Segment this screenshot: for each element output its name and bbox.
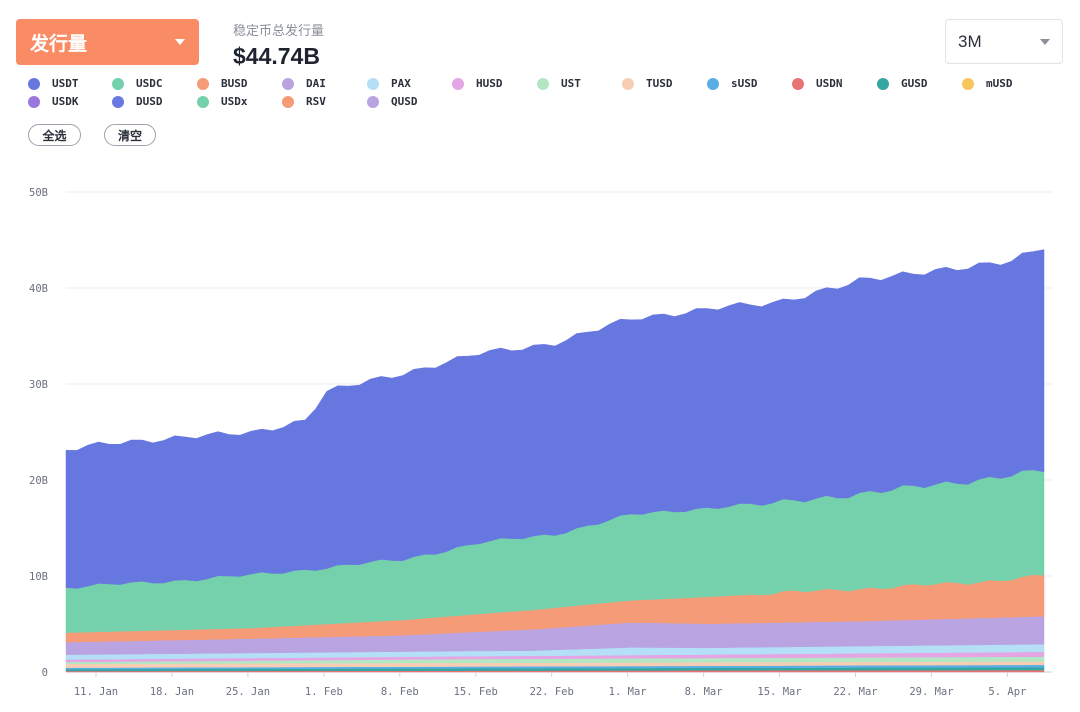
legend-swatch [28,95,40,108]
legend-label: GUSD [901,77,928,90]
x-tick-label: 15. Feb [454,686,498,698]
x-tick-label: 29. Mar [909,686,953,698]
legend-item-usdn[interactable]: USDN [792,77,843,90]
legend-swatch [28,77,40,90]
legend-item-husd[interactable]: HUSD [452,77,503,90]
legend-label: UST [561,77,581,90]
legend-label: BUSD [221,77,248,90]
total-supply-caption: 稳定币总发行量 [233,23,325,38]
legend-item-dai[interactable]: DAI [282,77,326,90]
legend-label: USDN [816,77,843,90]
legend-label: mUSD [986,77,1013,90]
caret-down-icon [175,39,185,45]
legend-swatch [367,77,379,90]
y-tick-label: 40B [29,283,48,295]
legend-item-susd[interactable]: sUSD [707,77,758,90]
y-tick-label: 0 [42,667,48,679]
legend-item-qusd[interactable]: QUSD [367,95,418,108]
legend-item-ust[interactable]: UST [537,77,581,90]
legend-label: USDT [52,77,79,90]
legend-label: USDC [136,77,163,90]
x-tick-label: 18. Jan [150,686,194,698]
legend-swatch [112,77,124,90]
legend-swatch [877,77,889,90]
x-tick-label: 25. Jan [226,686,270,698]
legend-swatch [112,95,124,108]
legend-item-usdt[interactable]: USDT [28,77,79,90]
time-range-label: 3M [958,31,982,51]
select-all-button[interactable]: 全选 [28,124,81,146]
legend-label: sUSD [731,77,758,90]
legend-label: TUSD [646,77,673,90]
x-tick-label: 15. Mar [757,686,801,698]
legend-item-usdx[interactable]: USDx [197,95,248,108]
legend-swatch [707,77,719,90]
total-supply-summary: 稳定币总发行量 $44.74B [233,20,324,70]
legend-label: HUSD [476,77,503,90]
legend-swatch [282,95,294,108]
y-tick-label: 50B [29,187,48,199]
legend-swatch [282,77,294,90]
x-tick-label: 1. Mar [609,686,647,698]
legend-item-rsv[interactable]: RSV [282,95,326,108]
legend-label: DAI [306,77,326,90]
x-tick-label: 11. Jan [74,686,118,698]
legend-swatch [197,95,209,108]
legend-swatch [792,77,804,90]
legend-label: RSV [306,95,326,108]
legend-swatch [537,77,549,90]
legend-item-musd[interactable]: mUSD [962,77,1013,90]
y-tick-label: 10B [29,571,48,583]
legend-swatch [962,77,974,90]
x-tick-label: 22. Mar [833,686,877,698]
legend-item-dusd[interactable]: DUSD [112,95,163,108]
x-tick-label: 1. Feb [305,686,343,698]
legend-swatch [622,77,634,90]
area-series-usdt [65,249,1045,589]
x-tick-label: 8. Feb [381,686,419,698]
legend-label: QUSD [391,95,418,108]
legend-swatch [197,77,209,90]
legend-swatch [367,95,379,108]
metric-select[interactable]: 发行量 [16,19,199,65]
y-tick-label: 30B [29,379,48,391]
chart-legend: USDT USDC BUSD DAI PAX HUSD UST TUSD sUSD USDN GUS… [28,77,1068,117]
x-tick-label: 8. Mar [685,686,723,698]
metric-select-label: 发行量 [30,33,88,55]
legend-item-usdk[interactable]: USDK [28,95,79,108]
legend-item-busd[interactable]: BUSD [197,77,248,90]
legend-item-pax[interactable]: PAX [367,77,411,90]
clear-button[interactable]: 清空 [104,124,156,146]
legend-label: PAX [391,77,411,90]
legend-item-tusd[interactable]: TUSD [622,77,673,90]
x-tick-label: 22. Feb [530,686,574,698]
legend-item-usdc[interactable]: USDC [112,77,163,90]
legend-label: DUSD [136,95,163,108]
legend-item-gusd[interactable]: GUSD [877,77,928,90]
x-tick-label: 5. Apr [988,686,1026,698]
y-tick-label: 20B [29,475,48,487]
time-range-select[interactable]: 3M [945,19,1063,64]
total-supply-value: $44.74B [233,43,320,69]
legend-swatch [452,77,464,90]
legend-label: USDK [52,95,79,108]
legend-label: USDx [221,95,248,108]
caret-down-icon [1040,38,1050,45]
